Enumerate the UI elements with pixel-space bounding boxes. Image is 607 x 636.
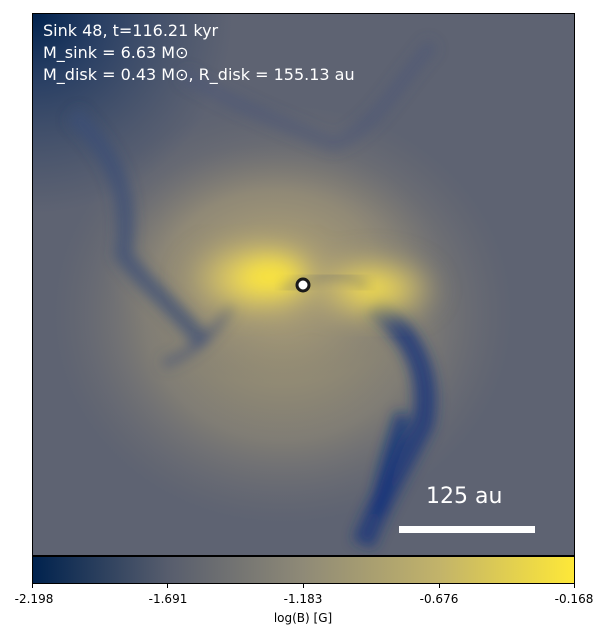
colorbar-tick xyxy=(574,584,575,588)
colorbar xyxy=(32,556,575,584)
sink-particle-icon xyxy=(295,277,311,293)
field-map-image xyxy=(33,14,574,555)
dark-corner-region xyxy=(33,14,233,214)
colorbar-tick xyxy=(32,584,33,588)
colorbar-tick xyxy=(439,584,440,588)
field-map-panel: Sink 48, t=116.21 kyr M_sink = 6.63 M⊙ M… xyxy=(32,13,575,556)
colorbar-tick-label: -0.168 xyxy=(554,592,594,606)
colorbar-tick-label: -1.183 xyxy=(283,592,323,606)
bright-disk-lobes xyxy=(178,234,443,327)
sink-mass-line: M_sink = 6.63 M⊙ xyxy=(43,43,189,62)
colorbar-label: log(B) [G] xyxy=(273,611,333,625)
colorbar-tick-label: -0.676 xyxy=(419,592,459,606)
scale-bar-label: 125 au xyxy=(426,484,503,509)
disk-properties-line: M_disk = 0.43 M⊙, R_disk = 155.13 au xyxy=(43,65,355,84)
colorbar-tick-label: -2.198 xyxy=(14,592,54,606)
sink-info-line: Sink 48, t=116.21 kyr xyxy=(43,21,219,40)
colorbar-tick-label: -1.691 xyxy=(148,592,188,606)
scale-bar xyxy=(399,526,535,533)
colorbar-tick xyxy=(303,584,304,588)
colorbar-tick xyxy=(167,584,168,588)
